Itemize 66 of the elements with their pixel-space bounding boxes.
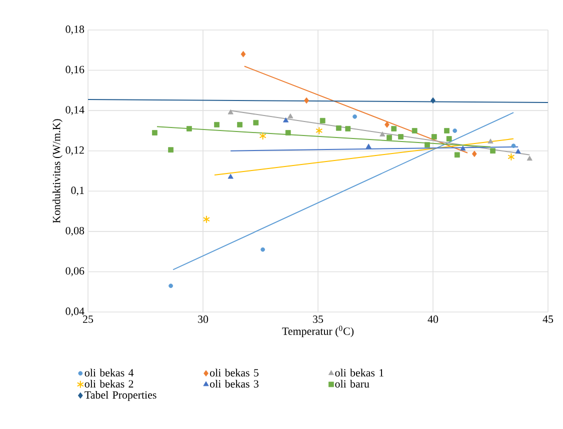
point (431, 134, 437, 140)
x-tick-label: 35 (313, 316, 324, 323)
point (472, 150, 477, 158)
y-tick-label: 0,1 (71, 186, 84, 196)
point (285, 130, 291, 136)
point (345, 126, 351, 132)
x-tick-label: 45 (542, 316, 554, 323)
point (186, 126, 192, 132)
point (168, 284, 173, 288)
point (283, 117, 289, 122)
legend-label: oli bekas 1 (335, 368, 384, 376)
point (380, 132, 386, 136)
y-tick-label: 0,06 (66, 267, 84, 276)
x-tick-label: 25 (83, 316, 94, 323)
point (398, 134, 404, 140)
y-axis-title: Konduktivitas (W/m.K) (52, 119, 62, 224)
point (444, 128, 450, 134)
point (214, 122, 220, 128)
point (511, 144, 516, 148)
point (384, 121, 390, 128)
point (460, 146, 466, 151)
point (228, 174, 234, 179)
point (288, 113, 294, 118)
point (152, 130, 158, 136)
x-axis-title: Temperatur ($^{0}$C) (282, 326, 354, 338)
point (490, 148, 496, 154)
point (366, 144, 372, 149)
y-tick-label: 0,08 (66, 226, 84, 236)
x-tick-label: 40 (428, 316, 438, 323)
point (391, 126, 397, 132)
point (259, 132, 266, 140)
point (260, 247, 265, 252)
legend-label: oli bekas 3 (210, 380, 258, 388)
y-tick-label: 0,18 (66, 26, 84, 34)
legend-label: oli baru (335, 380, 370, 388)
legend-label: oli bekas 2 (84, 380, 134, 388)
legend-label: oli bekas 4 (84, 368, 134, 376)
point (412, 128, 418, 134)
point (446, 136, 452, 142)
point (237, 122, 242, 128)
point (526, 156, 532, 161)
legend-label: Tabel Properties (84, 390, 156, 401)
point (168, 147, 174, 153)
point (320, 118, 326, 124)
point (228, 109, 234, 114)
point (386, 134, 392, 140)
point (316, 126, 323, 135)
point (336, 125, 342, 131)
point (240, 50, 246, 58)
point (202, 215, 210, 224)
y-tick-label: 0,14 (66, 106, 84, 116)
y-tick-label: 0,12 (66, 146, 84, 156)
point (352, 114, 357, 119)
point (430, 97, 436, 104)
point (515, 148, 521, 154)
y-tick-label: 0,16 (66, 66, 84, 75)
y-tick-label: 0,04 (66, 308, 84, 316)
point (508, 152, 515, 161)
legend-label: oli bekas 5 (210, 368, 258, 376)
point (452, 128, 458, 133)
x-tick-label: 30 (198, 316, 208, 323)
point (454, 152, 460, 158)
point (253, 120, 259, 126)
point (304, 97, 309, 104)
point (424, 142, 430, 148)
point (488, 138, 494, 144)
